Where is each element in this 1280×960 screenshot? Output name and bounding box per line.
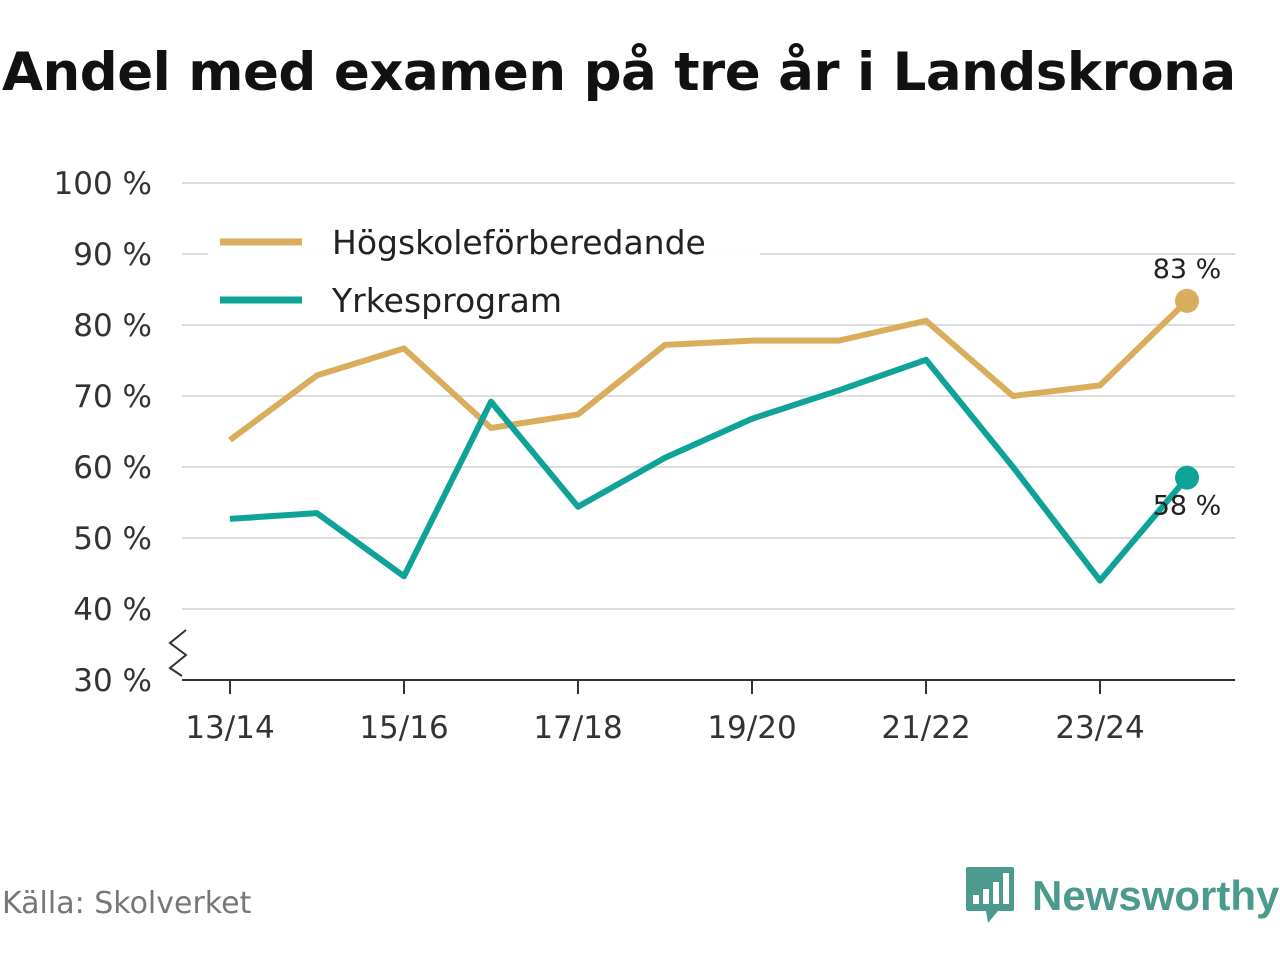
x-tick-label: 23/24 <box>1055 710 1144 746</box>
y-axis-break-line <box>168 629 188 677</box>
legend-label: Yrkesprogram <box>331 281 562 320</box>
x-tick-label: 19/20 <box>707 710 796 746</box>
x-tick-label: 17/18 <box>533 710 622 746</box>
legend-background <box>208 212 760 324</box>
source-note: Källa: Skolverket <box>2 886 252 921</box>
y-tick-label: 80 % <box>73 308 152 344</box>
y-tick-label: 30 % <box>73 663 152 699</box>
newsworthy-logo-icon <box>966 867 1014 923</box>
y-tick-label: 60 % <box>73 450 152 486</box>
series-end-marker <box>1175 465 1199 490</box>
brand-name: Newsworthy <box>1032 872 1280 919</box>
y-tick-label: 70 % <box>73 379 152 415</box>
series-line <box>229 356 1190 584</box>
series-line <box>228 298 1190 443</box>
line-chart: 30 %40 %50 %60 %70 %80 %90 %100 % 13/14 1… <box>54 166 1235 746</box>
x-tick-label: 15/16 <box>359 710 448 746</box>
series-end-label: 83 % <box>1153 254 1222 285</box>
x-axis: 13/14 15/16 17/18 19/20 21/22 23/24 <box>182 679 1235 746</box>
y-tick-label: 100 % <box>54 166 152 202</box>
x-tick-label: 13/14 <box>185 710 274 746</box>
series-lines: 83 % 58 % <box>228 254 1222 584</box>
chart-title: Andel med examen på tre år i Landskrona <box>2 42 1236 103</box>
y-tick-label: 50 % <box>73 521 152 557</box>
series-end-marker <box>1175 288 1199 313</box>
y-axis-tick-labels: 30 % 40 % 50 % 60 % 70 % 80 % 90 % 100 % <box>54 166 152 699</box>
legend: Högskoleförberedande Yrkesprogram <box>208 212 760 324</box>
series-end-label: 58 % <box>1153 491 1222 522</box>
y-axis-break-icon <box>168 629 188 677</box>
legend-label: Högskoleförberedande <box>332 223 706 262</box>
x-tick-label: 21/22 <box>881 710 970 746</box>
brand-logo: Newsworthy <box>964 864 1279 928</box>
y-tick-label: 40 % <box>73 592 152 628</box>
y-tick-label: 90 % <box>73 237 152 273</box>
